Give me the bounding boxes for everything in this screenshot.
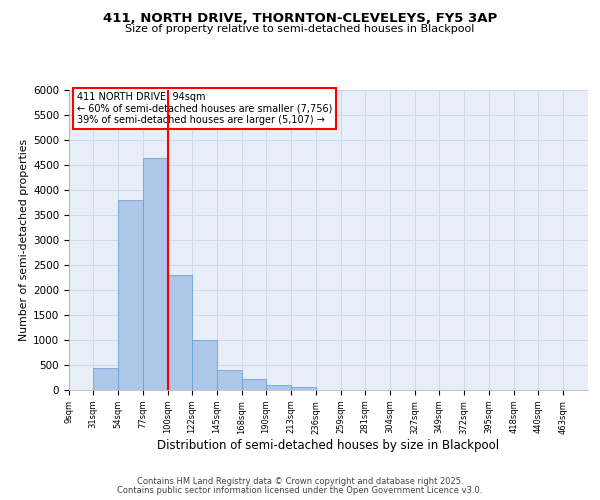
Bar (242, 378, 266, 390)
Bar (192, 340, 217, 390)
Text: Contains public sector information licensed under the Open Government Licence v3: Contains public sector information licen… (118, 486, 482, 495)
Text: Contains HM Land Registry data © Crown copyright and database right 2025.: Contains HM Land Registry data © Crown c… (137, 477, 463, 486)
Bar (266, 385, 291, 390)
Bar (143, 158, 168, 390)
X-axis label: Distribution of semi-detached houses by size in Blackpool: Distribution of semi-detached houses by … (157, 439, 500, 452)
Y-axis label: Number of semi-detached properties: Number of semi-detached properties (19, 139, 29, 341)
Bar (168, 275, 192, 390)
Text: 411, NORTH DRIVE, THORNTON-CLEVELEYS, FY5 3AP: 411, NORTH DRIVE, THORNTON-CLEVELEYS, FY… (103, 12, 497, 26)
Text: Size of property relative to semi-detached houses in Blackpool: Size of property relative to semi-detach… (125, 24, 475, 34)
Bar (291, 387, 316, 390)
Text: 411 NORTH DRIVE: 94sqm
← 60% of semi-detached houses are smaller (7,756)
39% of : 411 NORTH DRIVE: 94sqm ← 60% of semi-det… (77, 92, 332, 124)
Bar (217, 370, 242, 390)
Bar (93, 368, 118, 390)
Bar (118, 200, 143, 390)
